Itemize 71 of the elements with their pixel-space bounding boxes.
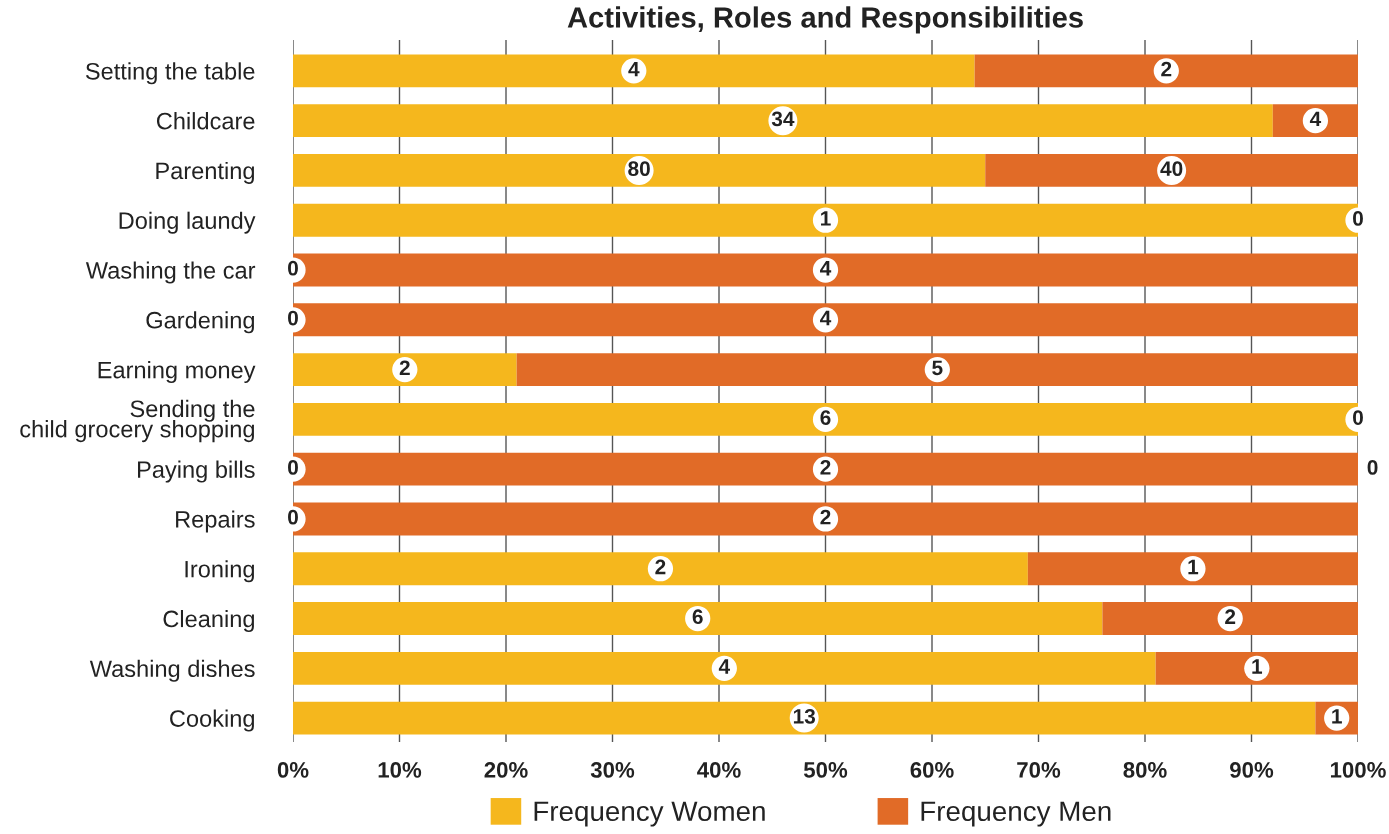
annotation: 80 <box>628 161 650 177</box>
annotation: 1 <box>1188 559 1199 575</box>
legend-label: Frequency Men <box>921 801 1111 827</box>
y-tick-label: Gardening <box>146 311 254 334</box>
y-tick-label: Cleaning <box>163 609 254 632</box>
x-tick-label: 90% <box>1230 762 1274 778</box>
bar <box>1102 602 1358 635</box>
annotation: 4 <box>718 659 731 674</box>
y-tick-label: Washing the car <box>85 261 256 284</box>
annotation: 34 <box>771 111 795 127</box>
annotation: 0 <box>288 509 298 525</box>
bar <box>293 104 1273 138</box>
annotation: 2 <box>1225 609 1236 624</box>
annotation: 2 <box>1161 61 1172 77</box>
annotation: 0 <box>1353 211 1363 226</box>
bar <box>1027 552 1358 586</box>
y-tick-label: Setting the table <box>85 62 255 85</box>
annotation: 4 <box>820 310 832 326</box>
bar <box>985 154 1358 187</box>
x-tick-label: 10% <box>378 762 422 778</box>
bar <box>293 552 1028 586</box>
annotation: 2 <box>820 509 831 525</box>
bar <box>293 154 986 187</box>
annotation: 0 <box>1367 460 1378 475</box>
bar <box>293 54 975 88</box>
y-tick-label: Washing dishes <box>89 659 255 682</box>
y-tick-label: Cooking <box>170 709 254 732</box>
legend-label: Frequency Women <box>534 801 765 827</box>
annotation: 2 <box>820 460 831 475</box>
bar <box>293 701 1316 735</box>
bar <box>293 602 1103 635</box>
annotation: 40 <box>1160 161 1183 177</box>
annotation: 4 <box>1309 111 1322 127</box>
annotation: 1 <box>821 211 831 226</box>
bar <box>1155 651 1358 685</box>
bar <box>974 54 1358 88</box>
x-tick-label: 100% <box>1330 762 1386 778</box>
annotation: 0 <box>288 310 298 326</box>
y-tick-label: Ironing <box>185 560 254 583</box>
x-tick-label: 80% <box>1123 762 1167 778</box>
x-tick-label: 70% <box>1017 762 1061 778</box>
chart-title: Activities, Roles and Responsibilities <box>567 6 1083 34</box>
y-tick-label: Childcare <box>156 112 255 130</box>
annotation: 4 <box>628 61 640 77</box>
y-tick-label: Earning money <box>98 361 256 384</box>
x-tick-label: 40% <box>697 762 741 778</box>
annotation: 4 <box>820 261 832 276</box>
y-tick-label: Parenting <box>156 161 254 184</box>
x-tick-label: 0% <box>277 762 309 778</box>
annotation: 0 <box>288 260 298 276</box>
x-tick-label: 30% <box>590 762 635 778</box>
y-tick-label: Repairs <box>176 510 255 533</box>
annotation: 0 <box>1353 410 1363 425</box>
annotation: 1 <box>1252 659 1263 674</box>
bar <box>293 353 517 387</box>
y-tick-label: Paying bills <box>138 460 255 483</box>
bar <box>516 353 1358 387</box>
annotation: 6 <box>692 609 703 625</box>
annotation: 5 <box>932 360 943 376</box>
annotation: 2 <box>655 559 666 575</box>
annotation: 13 <box>793 708 816 724</box>
x-tick-label: 50% <box>803 762 848 778</box>
x-tick-label: 20% <box>484 762 528 778</box>
annotation: 1 <box>1332 709 1342 724</box>
annotation: 6 <box>820 410 831 425</box>
annotation: 2 <box>399 360 410 375</box>
bar <box>293 651 1156 685</box>
y-tick-label: Sending the child grocery shopping <box>20 399 255 443</box>
annotation: 0 <box>288 460 298 475</box>
y-tick-label: Doing laundy <box>119 211 256 234</box>
x-tick-label: 60% <box>910 762 954 778</box>
